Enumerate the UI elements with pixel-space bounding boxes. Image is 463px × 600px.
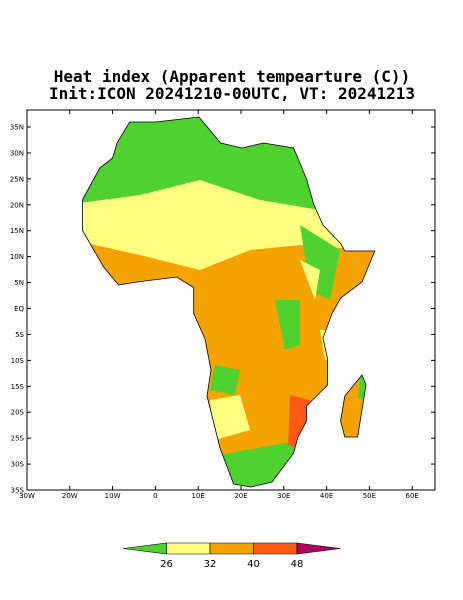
lat-label: 25S (11, 435, 25, 443)
lat-label: 35S (11, 487, 25, 495)
lon-label: 30E (277, 492, 290, 500)
lon-label: 10E (192, 492, 205, 500)
lat-label: 15S (11, 383, 25, 391)
lat-label: 30N (10, 149, 24, 157)
colorbar-segment (166, 542, 211, 555)
lat-label: 10N (10, 253, 24, 261)
coastline (82, 116, 376, 488)
title: Heat index (Apparent tempearture (C)) (54, 67, 410, 86)
lon-label: 0 (153, 492, 157, 500)
colorbar-segment (209, 542, 254, 555)
colorbar: 26 32 40 48 (122, 542, 341, 570)
lat-label: 10S (11, 357, 25, 365)
lat-label: 20S (11, 409, 25, 417)
lat-label: 25N (10, 175, 24, 183)
lat-label: 30S (11, 461, 25, 469)
colorbar-segment (296, 542, 341, 555)
lon-label: 20W (62, 492, 78, 500)
lon-label: 30W (19, 492, 35, 500)
lat-label: EQ (14, 305, 24, 313)
lon-label: 50E (363, 492, 376, 500)
colorbar-segment (253, 542, 298, 555)
lat-label: 35N (10, 124, 24, 132)
colorbar-label: 48 (291, 559, 304, 570)
lon-label: 40E (320, 492, 333, 500)
colorbar-label: 32 (204, 559, 217, 570)
lat-label: 15N (10, 227, 24, 235)
colorbar-segment (122, 542, 167, 555)
lon-label: 10W (105, 492, 121, 500)
lat-label: 5S (15, 331, 24, 339)
axes: 35N 30N 25N 20N 15N 10N 5N EQ 5S 10S 15S 20S 25S 30S 3… (10, 110, 435, 500)
lat-label: 20N (10, 201, 24, 209)
colorbar-label: 26 (160, 559, 173, 570)
lon-label: 20E (234, 492, 247, 500)
colorbar-label: 40 (247, 559, 260, 570)
lon-label: 60E (406, 492, 419, 500)
subtitle: Init:ICON 20241210-00UTC, VT: 20241213 (49, 84, 415, 103)
lat-label: 5N (14, 279, 24, 287)
